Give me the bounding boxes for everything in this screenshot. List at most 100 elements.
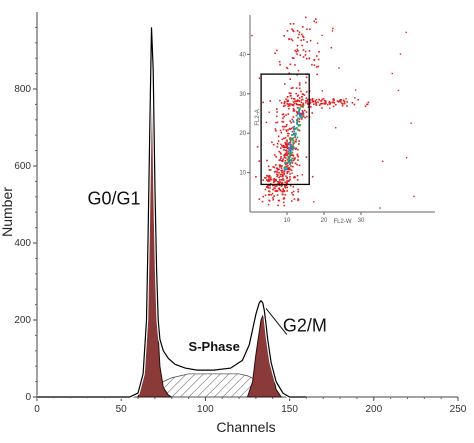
inset-point bbox=[285, 130, 288, 132]
inset-point bbox=[275, 122, 277, 124]
inset-point bbox=[292, 110, 295, 112]
inset-point bbox=[301, 98, 304, 101]
inset-point bbox=[276, 142, 279, 145]
inset-density-point bbox=[298, 109, 301, 112]
inset-point bbox=[296, 48, 299, 51]
inset-point bbox=[279, 181, 282, 183]
inset-point bbox=[285, 143, 287, 145]
inset-point bbox=[293, 158, 296, 161]
inset-point bbox=[295, 103, 298, 106]
inset-point bbox=[290, 92, 292, 95]
inset-point bbox=[268, 184, 271, 187]
x-tick-label: 0 bbox=[34, 404, 40, 415]
inset-point bbox=[298, 143, 300, 145]
inset-point bbox=[290, 127, 293, 130]
inset-point bbox=[296, 99, 299, 102]
inset-point bbox=[286, 154, 289, 157]
inset-point bbox=[342, 103, 344, 105]
inset-point bbox=[289, 63, 292, 66]
inset-point bbox=[298, 164, 301, 167]
inset-point bbox=[301, 33, 303, 36]
inset-point bbox=[288, 92, 291, 94]
inset-point bbox=[278, 188, 281, 190]
inset-point bbox=[313, 64, 316, 66]
inset-density-point bbox=[293, 128, 295, 131]
inset-point bbox=[285, 154, 287, 157]
inset-point bbox=[330, 46, 333, 49]
inset-point bbox=[301, 93, 304, 95]
y-axis-label: Number bbox=[0, 187, 15, 237]
inset-density-point bbox=[295, 127, 298, 129]
inset-point bbox=[286, 186, 289, 189]
inset-point bbox=[298, 100, 301, 103]
inset-point bbox=[286, 158, 289, 161]
inset-point bbox=[286, 190, 288, 192]
inset-point bbox=[305, 57, 308, 60]
inset-density-point bbox=[292, 142, 295, 145]
inset-point bbox=[278, 179, 281, 181]
inset-point bbox=[283, 146, 285, 148]
inset-x-tick-label: 20 bbox=[321, 218, 328, 224]
inset-point bbox=[338, 67, 340, 69]
inset-y-tick-label: 30 bbox=[239, 92, 246, 98]
inset-point bbox=[317, 101, 319, 103]
inset-point bbox=[333, 102, 336, 104]
inset-point bbox=[285, 184, 288, 187]
inset-point bbox=[306, 91, 308, 93]
inset-point bbox=[332, 101, 335, 104]
inset-point bbox=[338, 100, 341, 102]
inset-point bbox=[273, 178, 276, 180]
inset-point bbox=[289, 128, 292, 130]
inset-point bbox=[302, 56, 305, 58]
inset-density-point bbox=[286, 167, 288, 170]
inset-point bbox=[318, 51, 320, 53]
inset-density-point bbox=[299, 124, 302, 126]
inset-density-point bbox=[287, 158, 290, 161]
inset-point bbox=[282, 117, 284, 120]
inset-point bbox=[273, 181, 275, 183]
inset-point bbox=[280, 185, 283, 187]
inset-point bbox=[283, 171, 285, 173]
inset-point bbox=[279, 129, 282, 132]
y-tick-label: 400 bbox=[14, 238, 31, 249]
inset-point bbox=[322, 102, 324, 105]
inset-point bbox=[264, 177, 266, 179]
inset-point bbox=[285, 146, 288, 149]
inset-point bbox=[296, 30, 299, 32]
inset-point bbox=[291, 162, 294, 164]
inset-point bbox=[290, 121, 293, 124]
inset-point bbox=[274, 52, 276, 54]
inset-point bbox=[301, 109, 304, 112]
inset-point bbox=[286, 182, 288, 184]
inset-point bbox=[276, 175, 278, 178]
inset-point bbox=[292, 30, 295, 33]
inset-point bbox=[297, 69, 300, 72]
inset-point bbox=[276, 169, 279, 171]
inset-point bbox=[294, 100, 296, 102]
inset-point bbox=[283, 125, 286, 128]
inset-point bbox=[287, 164, 289, 167]
y-tick-label: 600 bbox=[14, 161, 31, 172]
inset-point bbox=[294, 148, 297, 150]
inset-point bbox=[278, 176, 280, 179]
inset-density-point bbox=[297, 117, 299, 120]
inset-point bbox=[279, 173, 282, 176]
inset-point bbox=[281, 171, 283, 174]
inset-point bbox=[290, 97, 293, 100]
inset-point bbox=[266, 159, 268, 162]
inset-point bbox=[273, 180, 276, 182]
inset-point bbox=[283, 190, 286, 192]
inset-point bbox=[292, 194, 294, 196]
inset-point bbox=[291, 130, 294, 133]
inset-point bbox=[289, 120, 291, 122]
inset-point bbox=[283, 184, 286, 186]
inset-point bbox=[279, 175, 281, 178]
inset-point bbox=[302, 112, 305, 115]
inset-point bbox=[328, 100, 331, 103]
inset-density-point bbox=[297, 125, 300, 127]
inset-point bbox=[286, 151, 288, 153]
inset-density-point bbox=[290, 152, 293, 155]
inset-point bbox=[309, 39, 312, 42]
inset-point bbox=[296, 154, 299, 157]
